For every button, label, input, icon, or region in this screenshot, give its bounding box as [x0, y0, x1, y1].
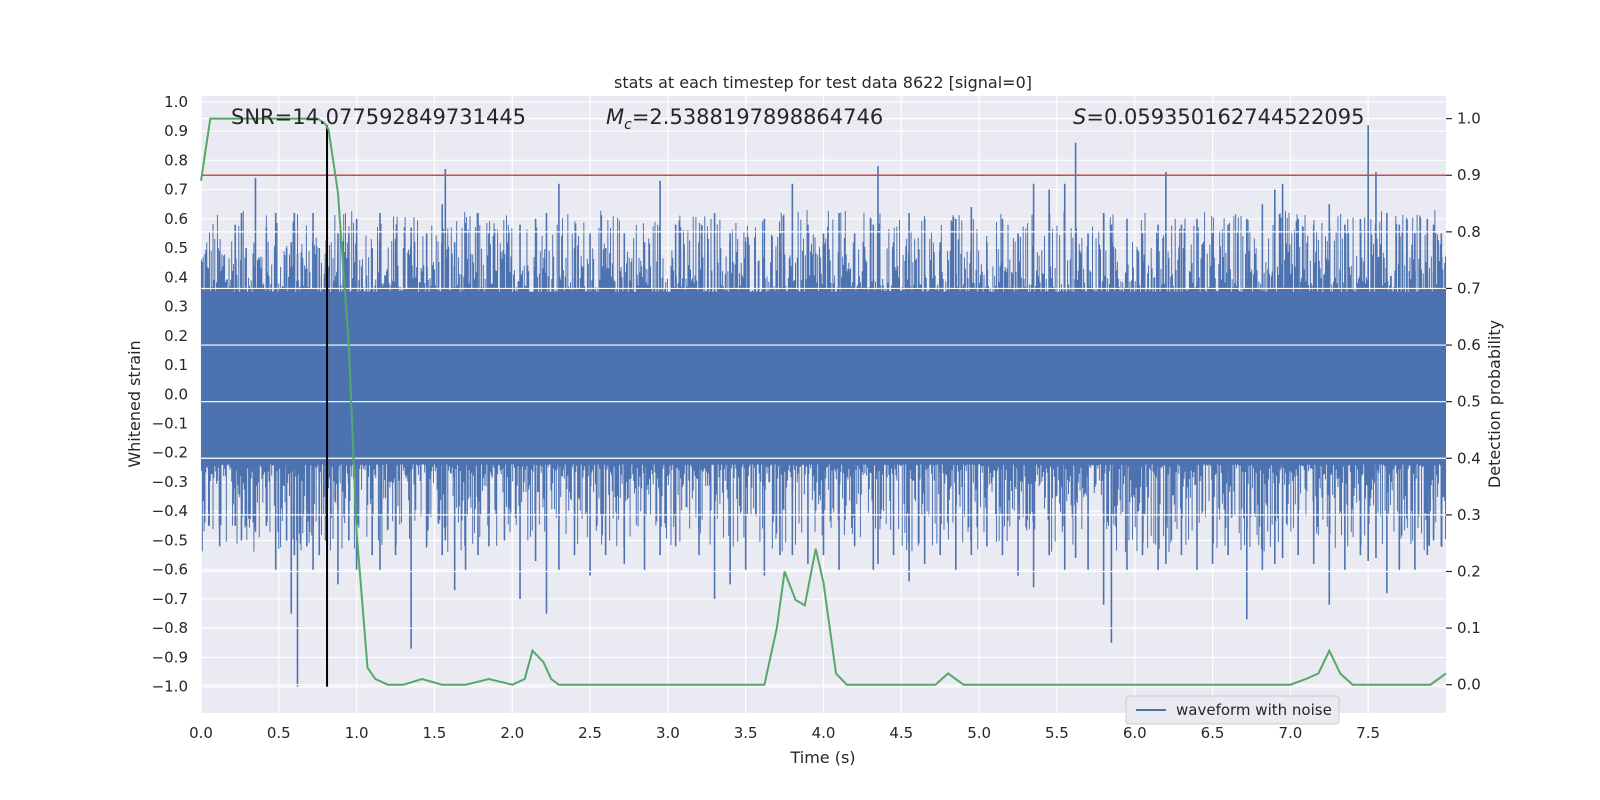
snr-annotation: SNR=14.077592849731445 — [231, 105, 526, 129]
y-left-tick-label: −0.3 — [152, 473, 188, 491]
y-left-tick-label: 0.1 — [164, 356, 188, 374]
y-right-tick-label: 0.4 — [1457, 449, 1481, 467]
y-right-tick-label: 0.3 — [1457, 506, 1481, 524]
y-left-tick-label: −0.4 — [152, 502, 188, 520]
y-left-tick-label: −0.7 — [152, 590, 188, 608]
probability-series — [200, 117, 1447, 686]
chirp-mass-subscript: c — [624, 117, 632, 133]
x-axis: 0.0 0.5 1.0 1.5 2.0 2.5 3.0 3.5 4.0 4.5 5.0 5.5 6.0 6… — [189, 724, 1380, 742]
x-tick-label: 0.5 — [267, 724, 291, 742]
x-tick-label: 7.0 — [1278, 724, 1302, 742]
s-value: =0.059350162744522095 — [1086, 105, 1364, 129]
y-axis-right: 1.0 0.9 0.8 0.7 0.6 0.5 0.4 0.3 0.2 0.1 0.0 — [1446, 110, 1481, 694]
x-tick-label: 0.0 — [189, 724, 213, 742]
y-left-tick-label: 0.8 — [164, 151, 188, 169]
y-left-tick-label: 0.3 — [164, 298, 188, 316]
legend: waveform with noise — [1125, 695, 1340, 725]
x-tick-label: 3.5 — [734, 724, 758, 742]
y-axis-left: 1.0 0.9 0.8 0.7 0.6 0.5 0.4 0.3 0.2 0.1 0.0 −0.1 −0.… — [152, 93, 188, 696]
x-tick-label: 2.5 — [578, 724, 602, 742]
s-symbol: S — [1073, 105, 1086, 129]
y-right-tick-label: 0.8 — [1457, 223, 1481, 241]
x-tick-label: 2.0 — [500, 724, 524, 742]
y-left-tick-label: −0.2 — [152, 444, 188, 462]
y-right-tick-label: 0.6 — [1457, 336, 1481, 354]
y-left-tick-label: 0.4 — [164, 268, 188, 286]
x-tick-label: 1.5 — [423, 724, 447, 742]
y-left-tick-label: −0.8 — [152, 619, 188, 637]
y-left-tick-label: 0.2 — [164, 327, 188, 345]
y-left-tick-label: 1.0 — [164, 93, 188, 111]
chirp-mass-value: =2.5388197898864746 — [632, 105, 883, 129]
y-left-tick-label: −0.1 — [152, 415, 188, 433]
legend-box — [1125, 695, 1340, 725]
y-left-tick-label: 0.0 — [164, 385, 188, 403]
x-tick-label: 6.5 — [1201, 724, 1225, 742]
y-right-tick-label: 1.0 — [1457, 110, 1481, 128]
y-right-tick-label: 0.7 — [1457, 279, 1481, 297]
x-axis-label: Time (s) — [789, 748, 855, 767]
x-tick-label: 5.5 — [1045, 724, 1069, 742]
chirp-mass-annotation: Mc=2.5388197898864746 — [606, 105, 883, 133]
chart-title: stats at each timestep for test data 862… — [614, 73, 1032, 92]
y-right-tick-label: 0.5 — [1457, 393, 1481, 411]
x-tick-label: 1.0 — [345, 724, 369, 742]
y-left-tick-label: −0.5 — [152, 531, 188, 549]
x-tick-label: 5.0 — [967, 724, 991, 742]
x-tick-label: 4.0 — [812, 724, 836, 742]
y-axis-right-label: Detection probability — [1485, 320, 1504, 488]
y-left-tick-label: 0.6 — [164, 210, 188, 228]
y-axis-left-label: Whitened strain — [125, 340, 144, 467]
x-tick-label: 3.0 — [656, 724, 680, 742]
y-right-tick-label: 0.2 — [1457, 562, 1481, 580]
y-right-tick-label: 0.9 — [1457, 166, 1481, 184]
legend-label: waveform with noise — [1176, 701, 1332, 719]
y-right-tick-label: 0.0 — [1457, 676, 1481, 694]
y-left-tick-label: −0.6 — [152, 561, 188, 579]
x-tick-label: 4.5 — [889, 724, 913, 742]
y-left-tick-label: 0.7 — [164, 181, 188, 199]
y-left-tick-label: −1.0 — [152, 678, 188, 696]
chirp-mass-symbol: M — [606, 105, 624, 129]
y-left-tick-label: 0.9 — [164, 122, 188, 140]
s-annotation: S=0.059350162744522095 — [1073, 105, 1364, 129]
y-right-tick-label: 0.1 — [1457, 619, 1481, 637]
x-tick-label: 7.5 — [1356, 724, 1380, 742]
y-left-tick-label: −0.9 — [152, 648, 188, 666]
x-tick-label: 6.0 — [1123, 724, 1147, 742]
y-left-tick-label: 0.5 — [164, 239, 188, 257]
